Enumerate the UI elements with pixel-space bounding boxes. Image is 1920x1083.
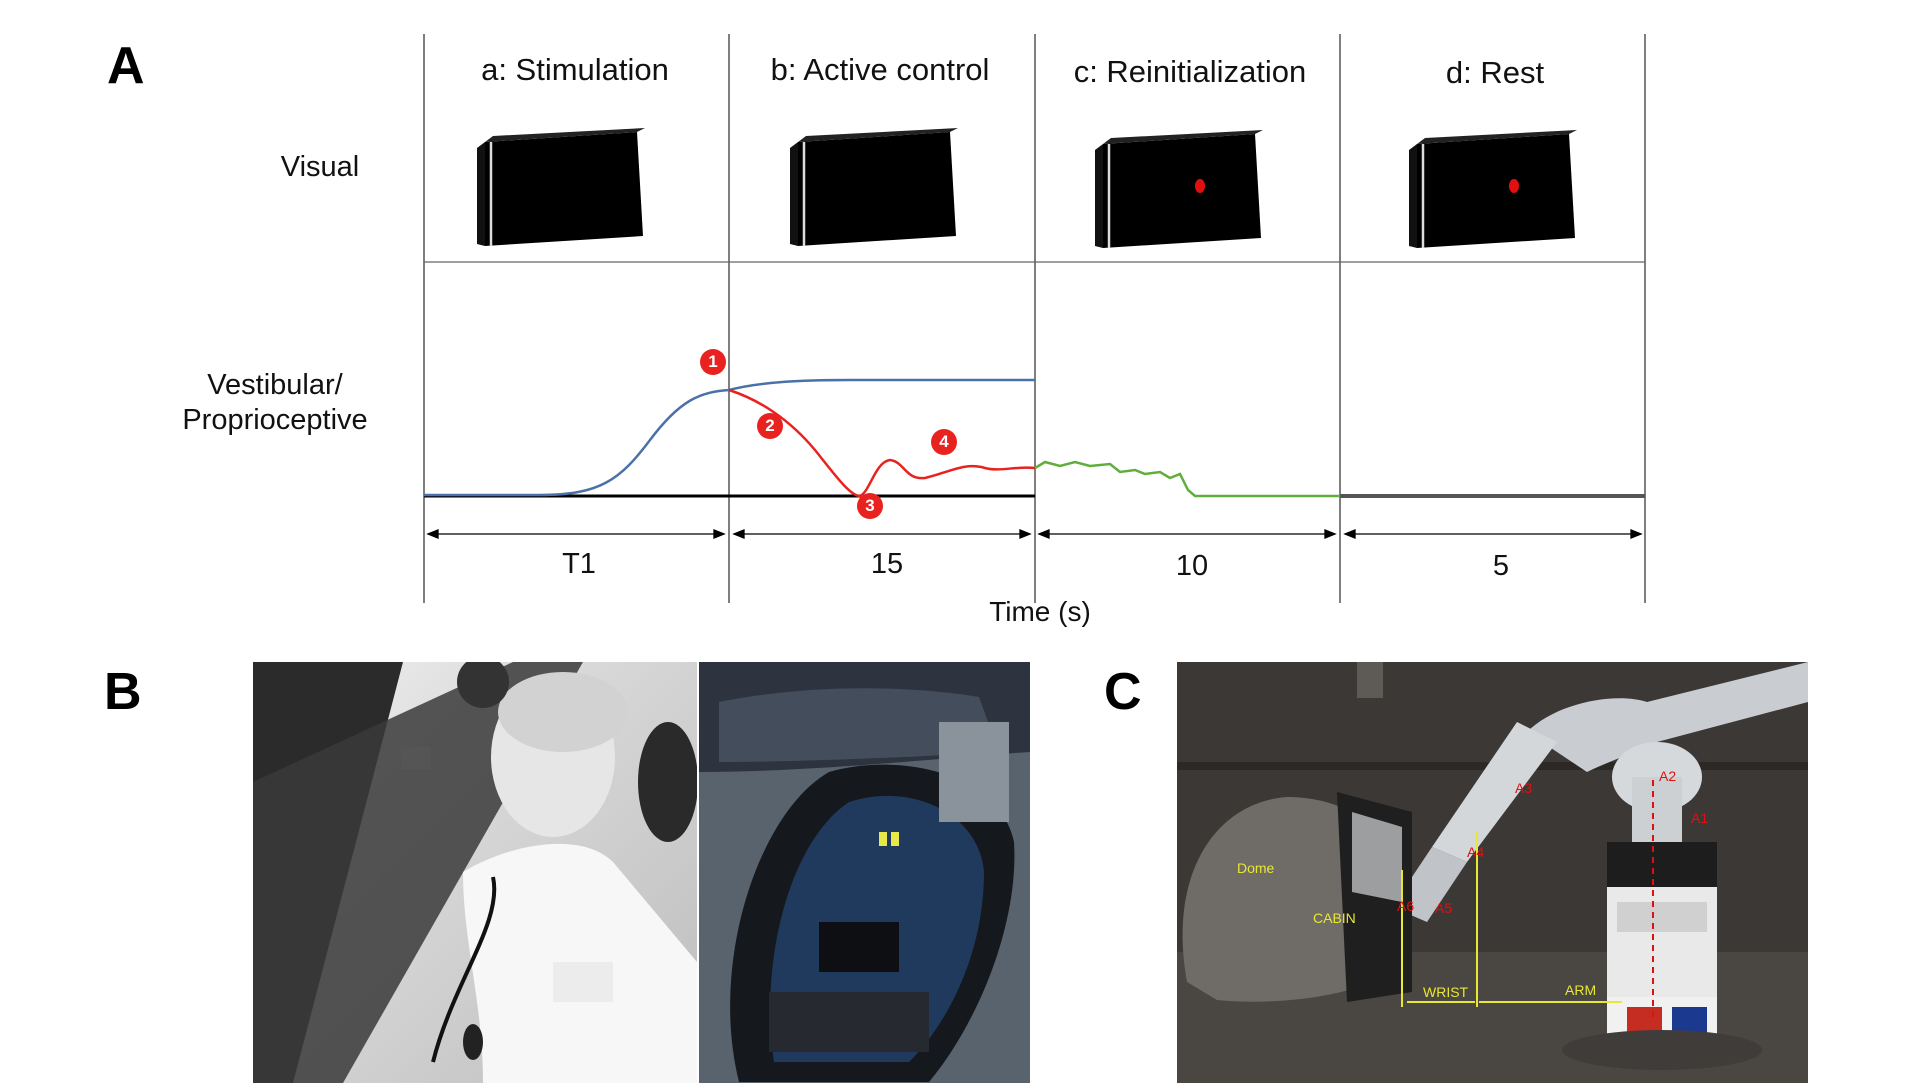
- phase-title-rest: d: Rest: [1445, 55, 1545, 90]
- panel-a-grid: [423, 34, 1646, 603]
- label-a5: A5: [1435, 900, 1453, 916]
- duration-active-control: 15: [870, 548, 904, 580]
- label-a4: A4: [1467, 844, 1485, 860]
- label-arm: ARM: [1565, 982, 1597, 998]
- curve-marker-2: 2: [757, 413, 783, 439]
- time-axis-label: Time (s): [989, 596, 1091, 627]
- duration-reinitialization: 10: [1175, 550, 1209, 582]
- visual-screen: [1095, 130, 1275, 265]
- panel-b-letter: B: [104, 663, 142, 721]
- curve-marker-4: 4: [931, 429, 957, 455]
- duration-stimulation: T1: [562, 548, 596, 580]
- duration-rest: 5: [1492, 550, 1510, 582]
- label-cabin: CABIN: [1313, 910, 1356, 926]
- label-a6: A6: [1397, 898, 1415, 914]
- control-curve: [728, 388, 1036, 498]
- row-label-vestibular: Vestibular/ Proprioceptive: [182, 369, 368, 437]
- participant-illustration: [253, 662, 697, 1083]
- cabin-illustration: [699, 662, 1030, 1083]
- curve-markers: 1 2 3 4: [700, 349, 957, 519]
- panel-a-letter: A: [107, 37, 145, 95]
- visual-screen: [477, 128, 657, 263]
- stimulus-curve: [424, 378, 1035, 497]
- curve-marker-1: 1: [700, 349, 726, 375]
- row-label-visual: Visual: [280, 151, 360, 183]
- curve-marker-3: 3: [857, 493, 883, 519]
- cabin-interior-photo: [699, 662, 1030, 1083]
- phase-title-stimulation: a: Stimulation: [481, 52, 669, 87]
- label-wrist: WRIST: [1423, 984, 1469, 1000]
- visual-screen: [1409, 130, 1589, 265]
- panel-c-letter: C: [1104, 663, 1142, 721]
- label-a2: A2: [1659, 768, 1677, 784]
- participant-photo: [253, 662, 697, 1083]
- visual-screen: [790, 128, 970, 263]
- reinit-curve: [1034, 460, 1340, 498]
- phase-title-reinitialization: c: Reinitialization: [1073, 54, 1307, 89]
- label-dome: Dome: [1237, 860, 1275, 876]
- label-a1: A1: [1691, 810, 1709, 826]
- phase-title-active-control: b: Active control: [770, 52, 990, 87]
- robot-illustration: [1177, 662, 1808, 1083]
- label-a3: A3: [1515, 780, 1533, 796]
- robot-simulator-photo: Dome CABIN WRIST ARM A1 A2 A3 A4 A5 A6: [1177, 662, 1808, 1083]
- duration-arrows: [426, 529, 1643, 539]
